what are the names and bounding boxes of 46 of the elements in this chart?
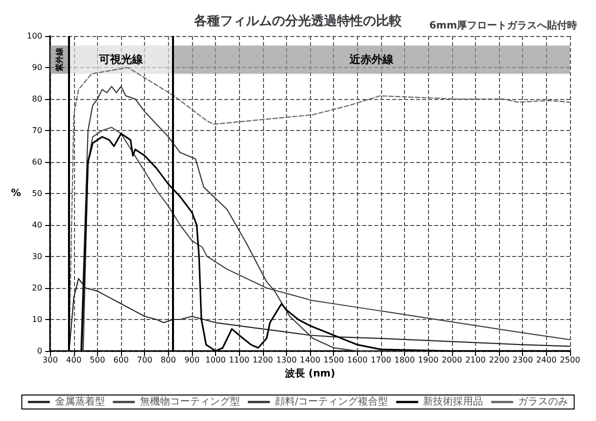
x-tick-label: 800 — [160, 356, 176, 364]
x-tick-label: 700 — [137, 356, 152, 364]
y-tick-label: 60 — [32, 158, 42, 166]
band-label: 近赤外線 — [348, 53, 395, 66]
x-tick-label: 1500 — [324, 356, 344, 364]
x-tick-label: 600 — [113, 356, 129, 364]
legend-label: 無機物コーティング型 — [140, 396, 240, 408]
legend-label: 顔料/コーティング複合型 — [274, 396, 388, 408]
x-tick-label: 900 — [184, 356, 200, 364]
y-tick-label: 0 — [37, 346, 42, 356]
legend-label: 金属蒸着型 — [54, 396, 105, 408]
y-tick-label: 10 — [32, 315, 42, 324]
band-label: 紫外線 — [55, 46, 64, 73]
y-tick-label: 50 — [32, 189, 42, 198]
x-tick-label: 2200 — [488, 356, 510, 364]
y-tick-label: 20 — [32, 284, 42, 292]
x-tick-label: 2500 — [560, 356, 580, 364]
x-tick-label: 1700 — [370, 356, 392, 364]
x-tick-label: 400 — [66, 356, 82, 364]
legend-label: ガラスのみ — [518, 396, 568, 408]
legend-label: 新技術採用品 — [423, 396, 484, 408]
y-axis-title: % — [10, 188, 22, 199]
x-tick-label: 300 — [42, 356, 58, 364]
x-tick-label: 1900 — [418, 356, 438, 364]
x-tick-label: 2000 — [442, 356, 462, 364]
x-tick-label: 1800 — [394, 356, 415, 364]
y-tick-label: 30 — [32, 252, 42, 261]
x-tick-label: 500 — [90, 356, 106, 364]
x-tick-label: 1300 — [276, 356, 297, 364]
x-axis-title: 波長 (nm) — [284, 368, 336, 380]
chart-subtitle: 6mm厚フロートガラスへ貼付時 — [429, 20, 578, 32]
y-tick-label: 100 — [26, 32, 42, 40]
y-tick-label: 70 — [32, 126, 42, 135]
y-tick-label: 40 — [32, 220, 42, 230]
x-tick-label: 1200 — [252, 356, 274, 364]
chart-title: 各種フィルムの分光透過特性の比較 — [193, 13, 403, 29]
x-tick-label: 2300 — [512, 356, 533, 364]
y-tick-label: 90 — [32, 63, 42, 72]
x-tick-label: 1100 — [229, 356, 250, 364]
x-tick-label: 1000 — [205, 356, 226, 364]
x-tick-label: 1600 — [347, 356, 368, 364]
x-tick-label: 1400 — [300, 356, 320, 364]
band-label: 可視光線 — [98, 53, 144, 66]
y-tick-label: 80 — [32, 94, 42, 104]
x-tick-label: 2400 — [536, 356, 557, 364]
x-tick-label: 2100 — [465, 356, 486, 364]
